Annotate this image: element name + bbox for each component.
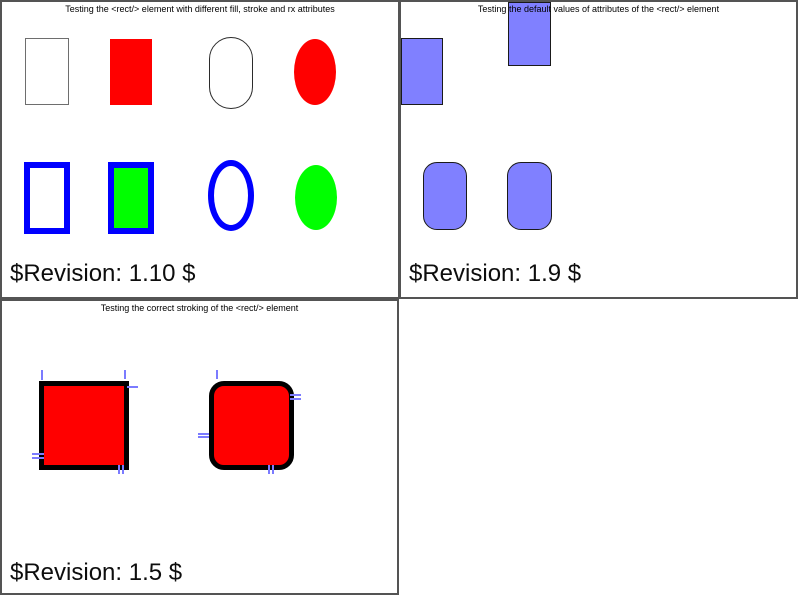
panel-rect-stroking: Testing the correct stroking of the <rec… — [0, 299, 399, 595]
stroke-reference-tick — [290, 394, 301, 396]
stroked-rect-rounded — [209, 381, 294, 470]
stroke-reference-tick — [118, 465, 120, 474]
stroke-reference-tick — [127, 386, 138, 388]
panel-rect-fill-stroke-rx: Testing the <rect/> element with differe… — [0, 0, 400, 299]
rect-default-rxry-1 — [423, 162, 467, 230]
revision-label: $Revision: 1.10 $ — [10, 260, 196, 287]
stroke-reference-tick — [32, 457, 44, 459]
stroke-reference-tick — [271, 465, 274, 474]
rect-plain-outline — [25, 38, 69, 105]
rect-blue-stroke-green — [108, 162, 154, 234]
shapes-layer — [401, 2, 796, 297]
rect-red-fill — [110, 39, 152, 105]
panel-title: Testing the <rect/> element with differe… — [65, 4, 335, 14]
rect-default-rxry-2 — [507, 162, 552, 230]
rect-default-x — [401, 38, 443, 105]
rect-rounded-red-fill — [294, 39, 336, 105]
stroke-reference-tick — [216, 370, 218, 379]
stroke-reference-tick — [198, 432, 209, 435]
stroke-reference-tick — [32, 453, 44, 455]
shapes-layer — [2, 301, 397, 593]
panel-title: Testing the correct stroking of the <rec… — [100, 303, 299, 313]
revision-label: $Revision: 1.5 $ — [10, 559, 183, 586]
stroked-rect-square — [39, 381, 129, 470]
rect-rounded-outline — [209, 37, 253, 109]
ellipse-blue-stroke-white — [208, 160, 254, 231]
shapes-layer — [2, 2, 398, 297]
stroke-reference-tick — [268, 465, 270, 474]
panel-title: Testing the default values of attributes… — [477, 4, 720, 14]
stroke-reference-tick — [41, 370, 43, 380]
rect-default-y — [508, 2, 551, 66]
stroke-reference-tick — [290, 397, 301, 400]
stroke-reference-tick — [198, 436, 209, 438]
stroke-reference-tick — [121, 465, 124, 474]
rect-blue-stroke-white — [24, 162, 70, 234]
stroke-reference-tick — [124, 370, 126, 379]
ellipse-green-fill — [295, 165, 337, 230]
panel-rect-default-values: Testing the default values of attributes… — [399, 0, 798, 299]
revision-label: $Revision: 1.9 $ — [409, 260, 582, 287]
